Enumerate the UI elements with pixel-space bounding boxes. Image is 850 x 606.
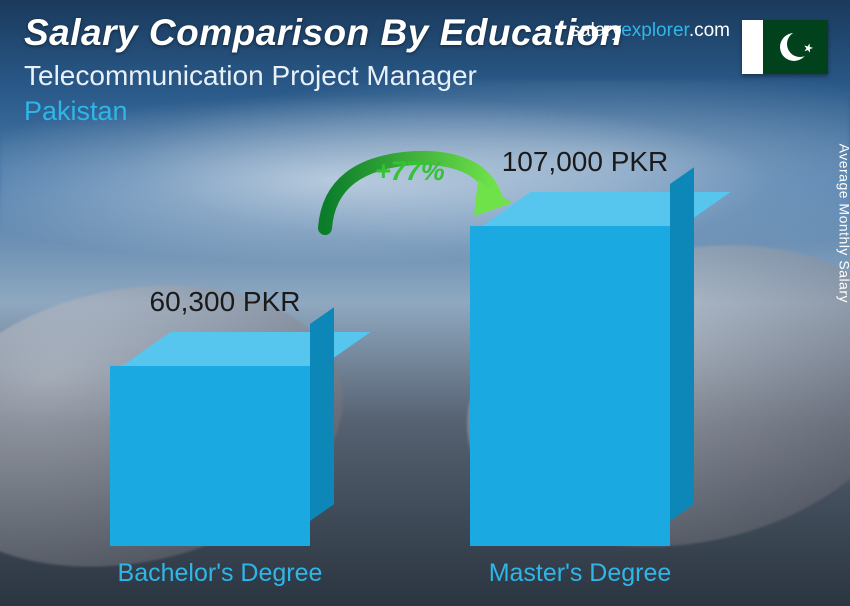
bar-3d [110,332,310,546]
brand-part1: salary [571,20,622,41]
page-subtitle: Telecommunication Project Manager [24,60,826,92]
flag-white-stripe [742,20,763,74]
bar-masters: 107,000 PKR Master's Degree [470,192,670,546]
pakistan-flag-icon: ★ [742,20,828,74]
flag-green-field: ★ [763,20,828,74]
bar-bachelors: 60,300 PKR Bachelor's Degree [110,332,310,546]
bar-3d [470,192,670,546]
flag-star-icon: ★ [802,39,816,55]
bar-category-label: Master's Degree [440,559,720,588]
bar-front-face [470,226,670,546]
bar-category-label: Bachelor's Degree [80,559,360,588]
brand-part2: explorer [621,20,689,41]
brand-part3: .com [689,20,730,41]
country-label: Pakistan [24,96,826,127]
brand-logo: salaryexplorer.com [571,20,730,42]
bar-front-face [110,366,310,546]
bar-value-label: 107,000 PKR [455,146,715,178]
bar-side-face [310,307,334,521]
bar-side-face [670,167,694,521]
bar-value-label: 60,300 PKR [95,286,355,318]
chart-area: 60,300 PKR Bachelor's Degree 107,000 PKR… [0,160,850,606]
